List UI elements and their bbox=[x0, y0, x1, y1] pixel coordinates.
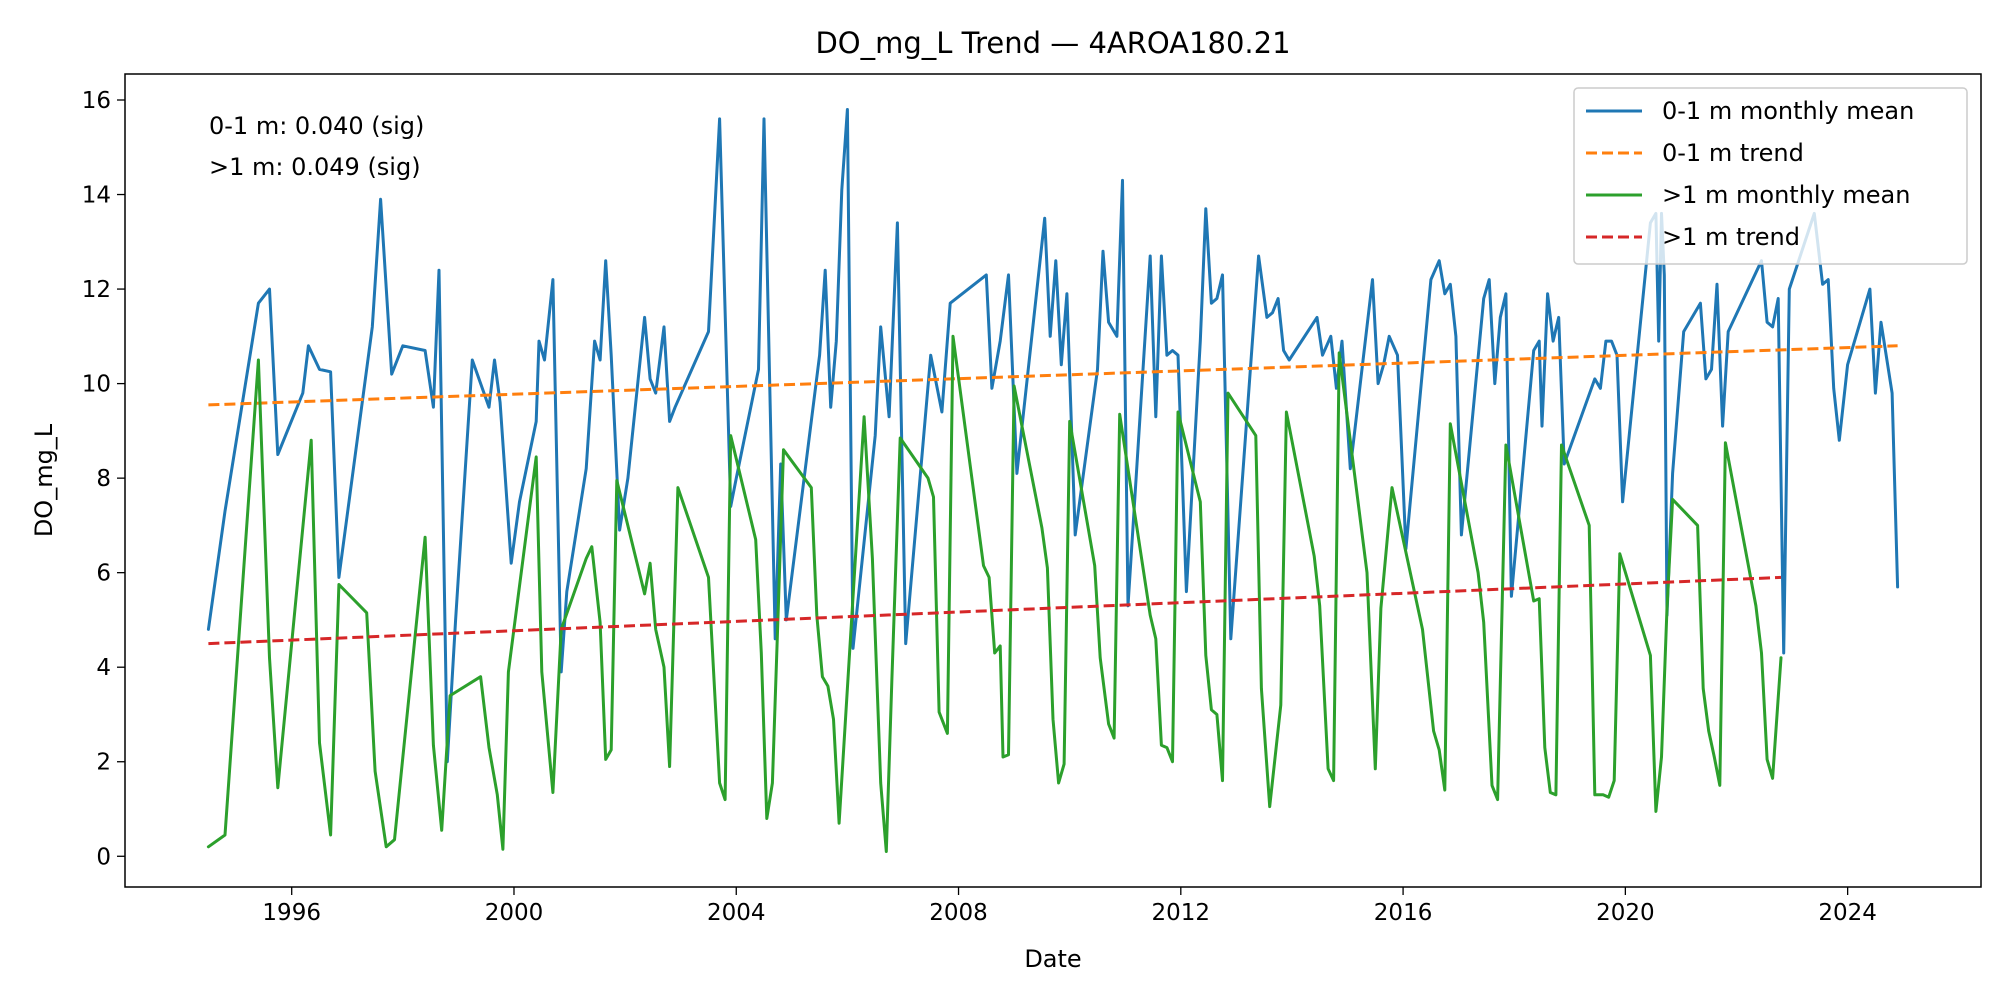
series-group bbox=[206, 108, 1900, 853]
legend-box bbox=[1573, 87, 1968, 265]
x-tick-label: 2012 bbox=[1152, 900, 1211, 926]
axes-frame bbox=[124, 73, 1982, 888]
y-tick-label: 8 bbox=[96, 466, 111, 492]
x-tick-label: 2004 bbox=[707, 900, 766, 926]
plot-area: 1996 2000 2004 2008 2012 2016 2020 2024 0 2 4 6 8 10 1… bbox=[30, 73, 1982, 973]
x-tick-label: 2000 bbox=[485, 900, 544, 926]
y-tick-label: 10 bbox=[82, 372, 111, 398]
series-line-1 bbox=[208, 344, 1898, 407]
annotation-text: >1 m: 0.049 (sig) bbox=[209, 153, 421, 181]
y-tick-label: 0 bbox=[96, 844, 111, 870]
x-axis-label: Date bbox=[1024, 945, 1081, 973]
annotation-text: 0-1 m: 0.040 (sig) bbox=[209, 112, 424, 140]
chart-title: DO_mg_L Trend — 4AROA180.21 bbox=[815, 26, 1290, 60]
y-tick-label: 12 bbox=[82, 277, 111, 303]
legend-label-0: 0-1 m monthly mean bbox=[1662, 97, 1914, 125]
x-tick-label: 2020 bbox=[1596, 900, 1655, 926]
legend-label-3: >1 m trend bbox=[1662, 223, 1800, 251]
y-tick-label: 14 bbox=[82, 183, 111, 209]
x-tick-label: 2008 bbox=[929, 900, 988, 926]
legend: 0-1 m monthly mean 0-1 m trend >1 m monthl… bbox=[1573, 87, 1968, 265]
y-tick-label: 2 bbox=[96, 750, 111, 776]
legend-label-1: 0-1 m trend bbox=[1662, 139, 1804, 167]
x-tick-label: 1996 bbox=[262, 900, 321, 926]
legend-label-2: >1 m monthly mean bbox=[1662, 181, 1910, 209]
series-line-3 bbox=[208, 575, 1782, 646]
x-tick-label: 2024 bbox=[1818, 900, 1877, 926]
series-line-0 bbox=[206, 108, 1900, 764]
series-line-2 bbox=[206, 334, 1783, 853]
y-tick-label: 6 bbox=[96, 561, 111, 587]
y-axis-label: DO_mg_L bbox=[30, 423, 58, 537]
y-tick-label: 4 bbox=[96, 655, 111, 681]
y-tick-label: 16 bbox=[82, 88, 111, 114]
x-tick-label: 2016 bbox=[1374, 900, 1433, 926]
